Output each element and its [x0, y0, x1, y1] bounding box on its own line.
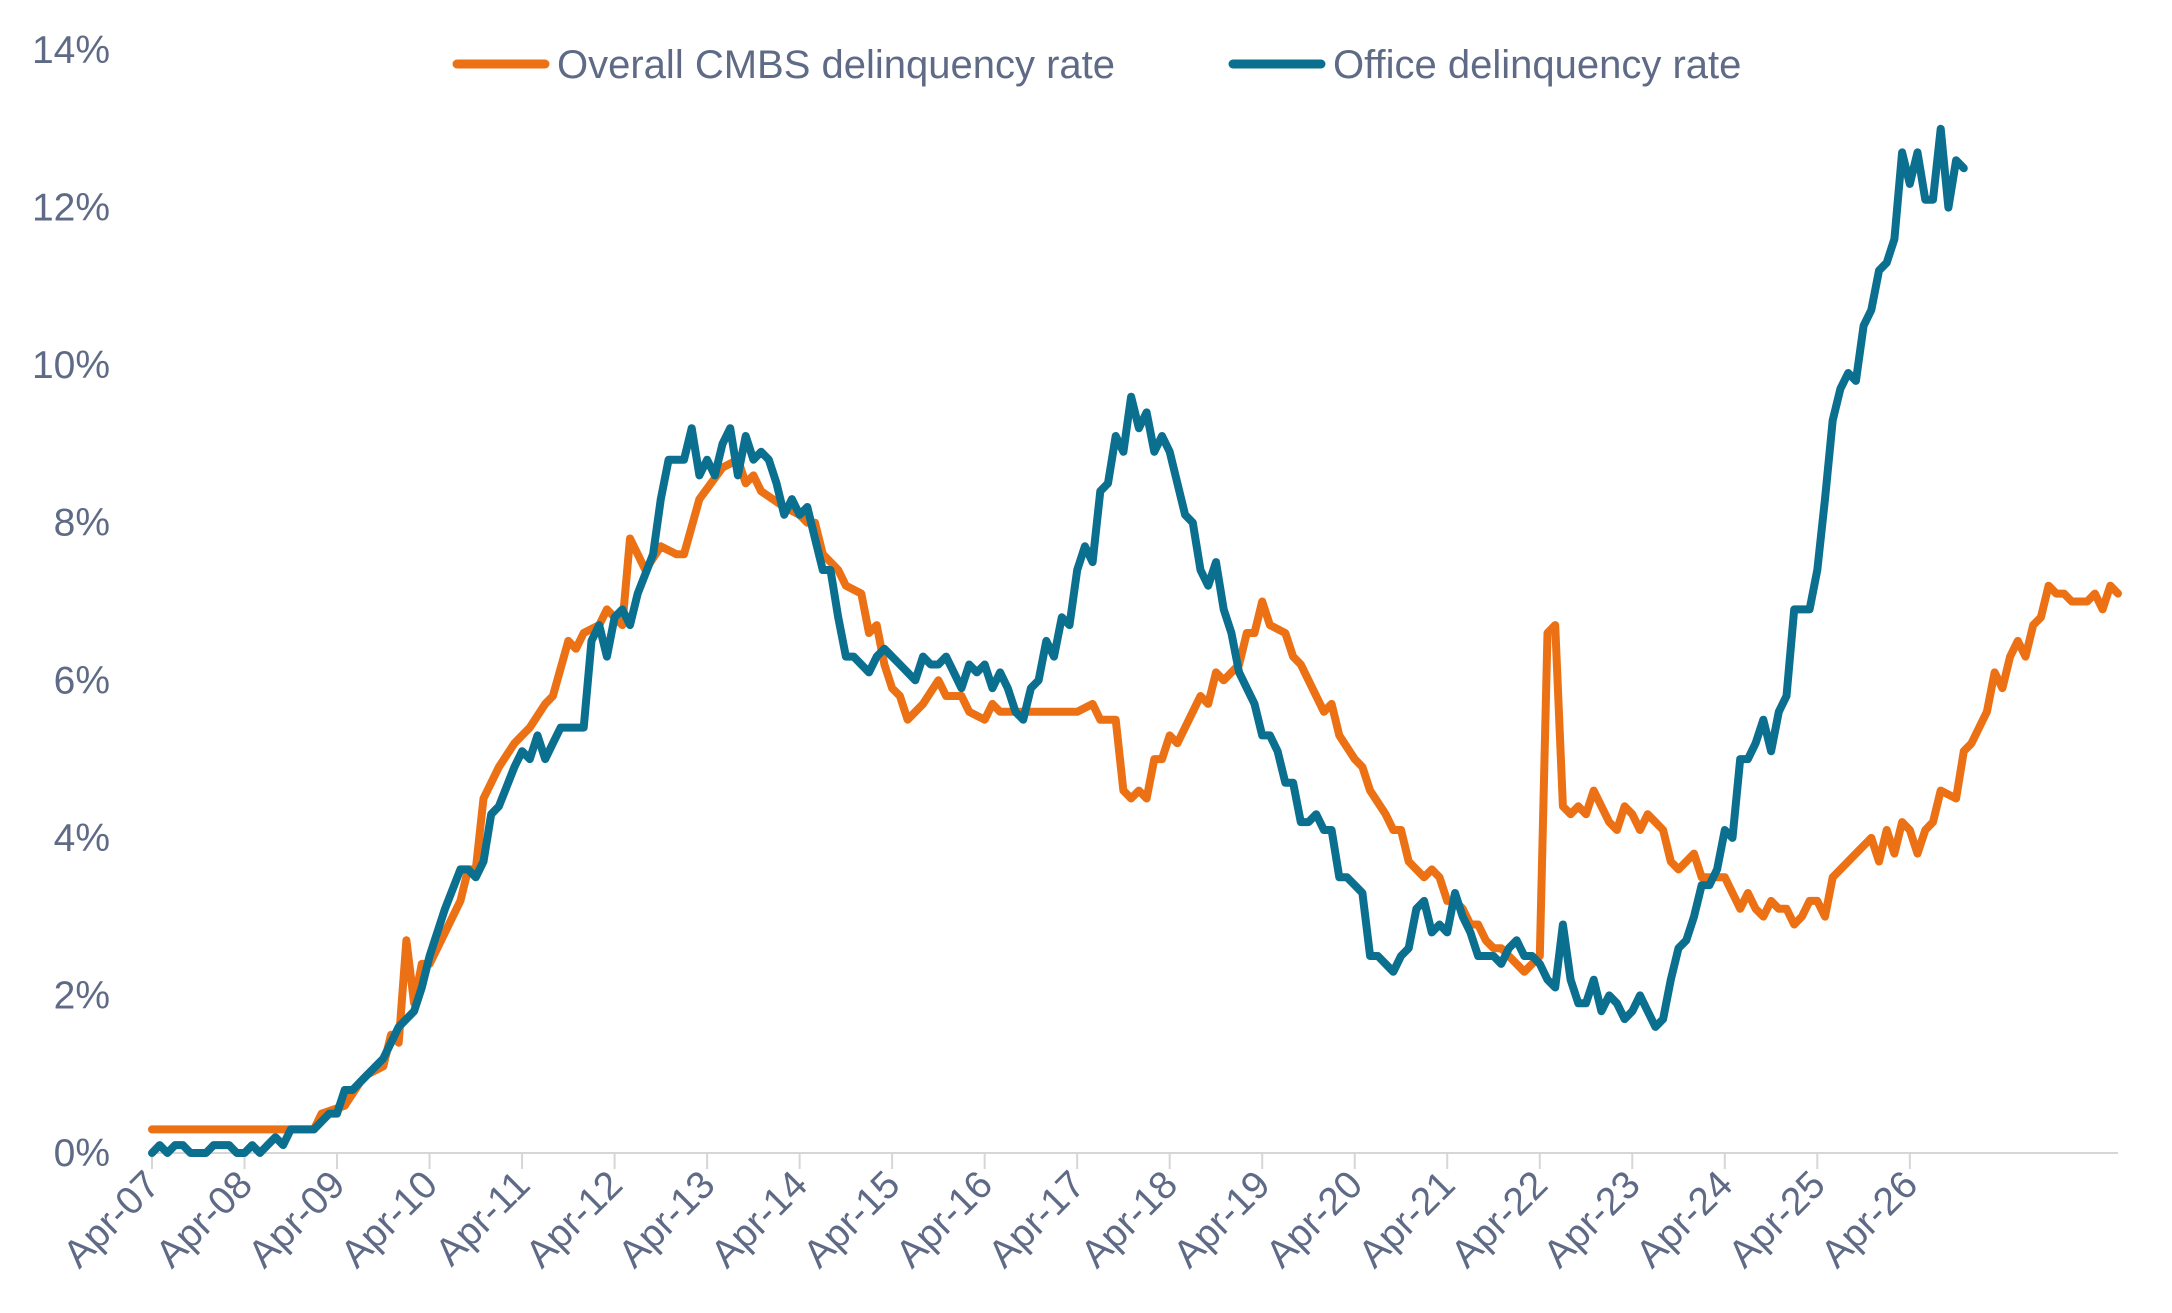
y-tick-label: 10% — [32, 344, 110, 387]
x-axis-ticks: Apr-07Apr-08Apr-09Apr-10Apr-11Apr-12Apr-… — [55, 1153, 1926, 1276]
y-axis-tick-labels: 0% 2% 4% 6% 8% 10% 12% 14% — [32, 29, 110, 1175]
series-lines — [148, 124, 2122, 1157]
x-tick-label: Apr-07 — [55, 1163, 168, 1276]
y-tick-label: 6% — [54, 659, 110, 702]
x-tick-label: Apr-11 — [427, 1163, 538, 1274]
x-tick-label: Apr-26 — [1813, 1163, 1926, 1276]
legend-label: Overall CMBS delinquency rate — [557, 43, 1115, 87]
x-tick-label: Apr-21 — [1350, 1163, 1463, 1276]
x-tick-label: Apr-15 — [795, 1163, 908, 1276]
x-tick-label: Apr-16 — [888, 1163, 1001, 1276]
y-tick-label: 2% — [54, 974, 110, 1017]
y-tick-label: 4% — [54, 817, 110, 860]
legend: Overall CMBS delinquency rate Office deli… — [452, 43, 1741, 87]
y-tick-label: 14% — [32, 29, 110, 72]
x-tick-label: Apr-17 — [980, 1163, 1093, 1276]
y-tick-label: 12% — [32, 187, 110, 230]
x-tick-label: Apr-13 — [610, 1163, 723, 1276]
series-line — [148, 455, 2122, 1134]
x-tick-label: Apr-14 — [703, 1163, 816, 1276]
x-tick-label: Apr-08 — [148, 1163, 261, 1276]
x-tick-label: Apr-25 — [1721, 1163, 1834, 1276]
series-line — [148, 124, 1968, 1157]
x-tick-label: Apr-20 — [1258, 1163, 1371, 1276]
x-tick-label: Apr-12 — [518, 1163, 631, 1276]
x-tick-label: Apr-10 — [333, 1163, 446, 1276]
x-tick-label: Apr-22 — [1443, 1163, 1556, 1276]
legend-label: Office delinquency rate — [1333, 43, 1741, 87]
x-tick-label: Apr-18 — [1073, 1163, 1186, 1276]
x-tick-label: Apr-23 — [1535, 1163, 1648, 1276]
x-tick-label: Apr-19 — [1165, 1163, 1278, 1276]
y-tick-label: 8% — [54, 502, 110, 545]
x-tick-label: Apr-09 — [240, 1163, 353, 1276]
y-tick-label: 0% — [54, 1132, 110, 1175]
x-tick-label: Apr-24 — [1628, 1163, 1741, 1276]
